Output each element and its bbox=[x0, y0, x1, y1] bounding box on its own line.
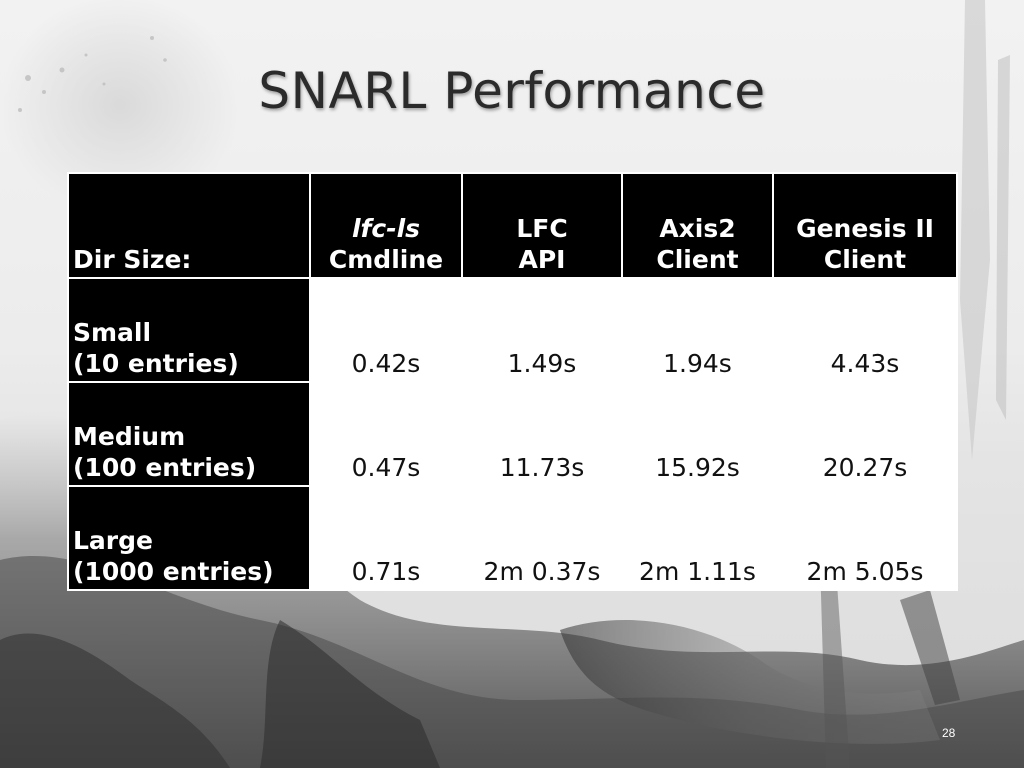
header-line1: Genesis II bbox=[796, 214, 934, 243]
table-row: Large (1000 entries) 0.71s 2m 0.37s 2m 1… bbox=[67, 485, 958, 591]
page-number: 28 bbox=[942, 726, 956, 740]
row-label-large: Large (1000 entries) bbox=[67, 485, 311, 591]
header-line2: Client bbox=[823, 244, 907, 274]
header-line2: API bbox=[518, 244, 566, 274]
row-label-line1: Medium bbox=[73, 422, 186, 451]
table-body: Small (10 entries) 0.42s 1.49s 1.94s 4.4… bbox=[67, 277, 958, 591]
table-cell: 2m 0.37s bbox=[461, 485, 623, 591]
row-label-medium: Medium (100 entries) bbox=[67, 381, 311, 487]
header-line1: lfc-ls bbox=[351, 214, 421, 243]
header-line2: Cmdline bbox=[328, 244, 444, 274]
table-row: Medium (100 entries) 0.47s 11.73s 15.92s… bbox=[67, 381, 958, 487]
header-line1: LFC bbox=[516, 214, 568, 243]
header-lfc-api: LFC API bbox=[461, 172, 623, 279]
header-dir-size: Dir Size: bbox=[67, 172, 311, 279]
header-genesis-ii-client: Genesis II Client bbox=[772, 172, 958, 279]
row-label-line2: (100 entries) bbox=[73, 452, 257, 482]
row-label-line2: (10 entries) bbox=[73, 348, 239, 378]
table-cell: 20.27s bbox=[772, 381, 958, 487]
row-label-line1: Small bbox=[73, 318, 152, 347]
table-cell: 0.47s bbox=[309, 381, 463, 487]
slide-title: SNARL Performance bbox=[258, 62, 766, 120]
header-lfc-ls-cmdline: lfc-ls Cmdline bbox=[309, 172, 463, 279]
table-header: Dir Size: lfc-ls Cmdline LFC API Axis2 C… bbox=[67, 172, 958, 279]
header-axis2-client: Axis2 Client bbox=[621, 172, 774, 279]
table-cell: 0.71s bbox=[309, 485, 463, 591]
table-cell: 1.49s bbox=[461, 277, 623, 383]
table-cell: 11.73s bbox=[461, 381, 623, 487]
table-row: Small (10 entries) 0.42s 1.49s 1.94s 4.4… bbox=[67, 277, 958, 383]
header-row: Dir Size: lfc-ls Cmdline LFC API Axis2 C… bbox=[67, 172, 958, 279]
table-cell: 1.94s bbox=[621, 277, 774, 383]
table-cell: 0.42s bbox=[309, 277, 463, 383]
row-label-line1: Large bbox=[73, 526, 153, 555]
table-cell: 4.43s bbox=[772, 277, 958, 383]
row-label-line2: (1000 entries) bbox=[73, 556, 274, 586]
table-cell: 15.92s bbox=[621, 381, 774, 487]
header-line1: Axis2 bbox=[659, 214, 736, 243]
table-cell: 2m 5.05s bbox=[772, 485, 958, 591]
table-cell: 2m 1.11s bbox=[621, 485, 774, 591]
header-line2: Client bbox=[656, 244, 739, 274]
performance-table: Dir Size: lfc-ls Cmdline LFC API Axis2 C… bbox=[67, 172, 958, 591]
row-label-small: Small (10 entries) bbox=[67, 277, 311, 383]
